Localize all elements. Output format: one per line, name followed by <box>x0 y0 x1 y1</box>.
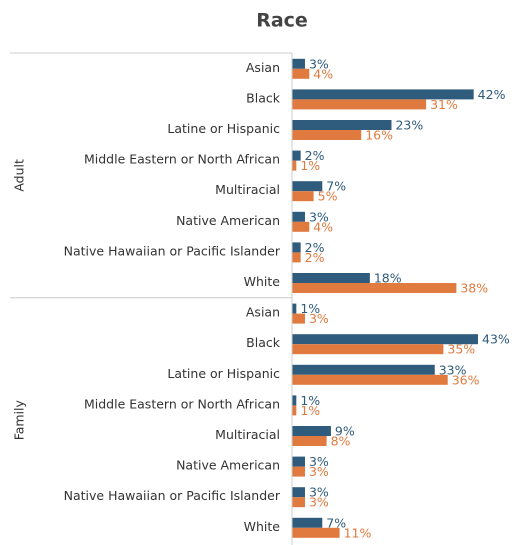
bar <box>292 221 310 232</box>
category-label: Native Hawaiian or Pacific Islander <box>64 488 281 503</box>
bar <box>292 456 305 467</box>
value-label: 3% <box>309 56 329 71</box>
category-label: Native Hawaiian or Pacific Islander <box>64 243 281 258</box>
bar <box>292 334 478 345</box>
category-label: Native American <box>176 458 280 473</box>
value-label: 2% <box>305 148 325 163</box>
bar <box>292 527 340 538</box>
value-label: 2% <box>305 240 325 255</box>
value-label: 1% <box>300 301 320 316</box>
bar <box>292 344 444 355</box>
bar <box>292 303 297 314</box>
bar <box>292 273 370 283</box>
bar <box>292 120 392 130</box>
bar <box>292 242 301 253</box>
value-label: 8% <box>331 434 351 449</box>
bar <box>292 89 474 100</box>
bar <box>292 374 448 385</box>
bar <box>292 426 331 436</box>
value-label: 31% <box>430 97 458 112</box>
bar <box>292 466 305 477</box>
category-label: Middle Eastern or North African <box>84 152 280 167</box>
category-label: White <box>244 274 281 289</box>
value-label: 18% <box>374 271 402 286</box>
bar <box>292 405 297 416</box>
value-label: 43% <box>482 332 510 347</box>
category-label: White <box>244 519 281 534</box>
value-label: 2% <box>305 250 325 265</box>
bar <box>292 191 314 202</box>
value-label: 3% <box>309 464 329 479</box>
bar <box>292 497 305 508</box>
value-label: 3% <box>309 495 329 510</box>
value-label: 1% <box>300 158 320 173</box>
chart-title: Race <box>256 10 308 32</box>
value-label: 16% <box>365 128 393 143</box>
category-label: Latine or Hispanic <box>167 366 280 381</box>
bar <box>292 517 323 528</box>
category-label: Asian <box>246 60 280 75</box>
value-label: 3% <box>309 485 329 500</box>
value-label: 42% <box>478 87 506 102</box>
value-label: 9% <box>335 424 355 439</box>
bar <box>292 211 305 222</box>
value-label: 7% <box>326 515 346 530</box>
category-label: Middle Eastern or North African <box>84 396 280 411</box>
value-label: 33% <box>439 362 467 377</box>
bar <box>292 436 327 446</box>
category-label: Native American <box>176 213 280 228</box>
category-label: Black <box>246 90 281 105</box>
group-label: Adult <box>12 159 27 192</box>
value-label: 11% <box>344 525 372 540</box>
bar <box>292 252 301 263</box>
category-label: Multiracial <box>215 427 280 442</box>
category-label: Black <box>246 335 281 350</box>
value-label: 7% <box>326 179 346 194</box>
value-label: 4% <box>313 219 333 234</box>
bar <box>292 150 301 161</box>
bar <box>292 181 323 192</box>
bar <box>292 364 435 375</box>
bar <box>292 99 427 110</box>
bar <box>292 395 297 406</box>
bar <box>292 130 362 140</box>
category-label: Multiracial <box>215 182 280 197</box>
value-label: 23% <box>395 118 423 133</box>
bar <box>292 283 457 293</box>
value-label: 3% <box>309 311 329 326</box>
bar <box>292 68 310 79</box>
bar <box>292 313 305 324</box>
value-label: 38% <box>460 281 488 296</box>
value-label: 1% <box>300 403 320 418</box>
value-label: 3% <box>309 454 329 469</box>
value-label: 1% <box>300 393 320 408</box>
value-label: 4% <box>313 66 333 81</box>
bar <box>292 487 305 498</box>
bar <box>292 58 305 69</box>
value-label: 35% <box>447 342 475 357</box>
value-label: 36% <box>452 372 480 387</box>
category-label: Latine or Hispanic <box>167 121 280 136</box>
category-label: Asian <box>246 305 280 320</box>
group-label: Family <box>12 399 27 440</box>
value-label: 3% <box>309 209 329 224</box>
value-label: 5% <box>318 189 338 204</box>
bar <box>292 160 297 171</box>
